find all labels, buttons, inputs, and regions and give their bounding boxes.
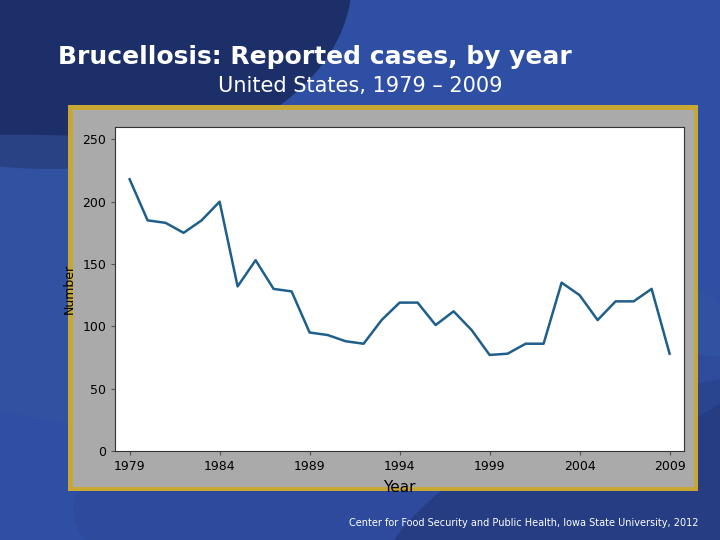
Ellipse shape [0, 134, 720, 460]
Ellipse shape [0, 0, 352, 169]
Ellipse shape [73, 349, 720, 540]
Y-axis label: Number: Number [63, 264, 76, 314]
Ellipse shape [368, 369, 720, 540]
Text: Center for Food Security and Public Health, Iowa State University, 2012: Center for Food Security and Public Heal… [349, 518, 698, 528]
Text: Brucellosis: Reported cases, by year: Brucellosis: Reported cases, by year [58, 45, 572, 69]
X-axis label: Year: Year [383, 480, 416, 495]
Text: United States, 1979 – 2009: United States, 1979 – 2009 [217, 76, 503, 97]
